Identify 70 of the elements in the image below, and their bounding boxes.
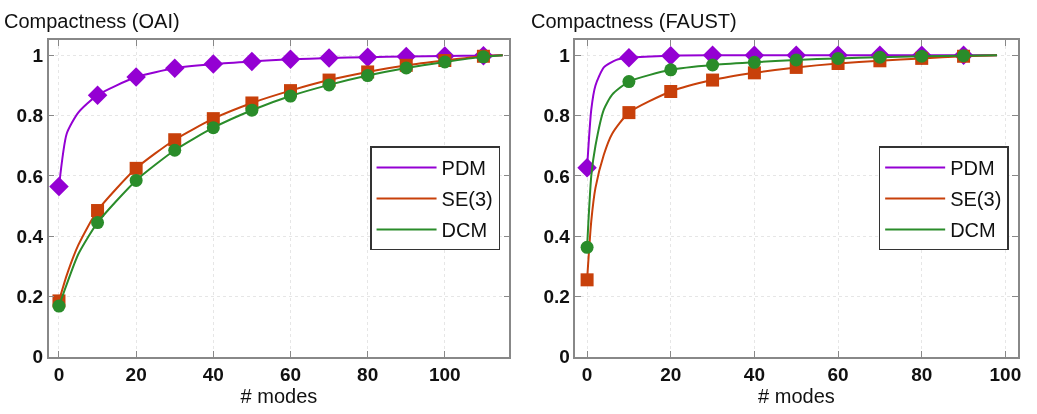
x-tick-label: 0: [53, 364, 65, 386]
point: [361, 69, 375, 83]
point: [622, 75, 636, 89]
point: [129, 161, 143, 175]
x-tick-label: 0: [581, 364, 593, 386]
point: [873, 50, 887, 64]
point: [706, 58, 720, 72]
y-tick-label: 0.8: [543, 105, 570, 127]
point: [580, 240, 594, 254]
point: [580, 273, 594, 287]
point: [322, 78, 336, 92]
legend-label: PDM: [950, 157, 995, 180]
point: [245, 103, 259, 117]
point: [664, 63, 678, 77]
x-tick-label: 60: [827, 364, 849, 386]
y-tick-label: 0: [32, 346, 43, 368]
point: [577, 158, 597, 178]
legend-label: SE(3): [950, 188, 1002, 211]
point: [664, 85, 678, 99]
point: [280, 49, 301, 70]
x-tick-label: 100: [989, 364, 1022, 386]
point: [706, 73, 720, 87]
legend-label: PDM: [441, 157, 487, 180]
point: [52, 299, 66, 313]
point: [126, 67, 146, 87]
x-axis-title: # modes: [240, 385, 318, 408]
x-axis-title: # modes: [758, 385, 835, 408]
x-tick-label: 80: [357, 364, 379, 386]
y-tick-label: 1: [32, 45, 44, 67]
legend-label: SE(3): [441, 188, 493, 211]
y-tick-label: 0.2: [543, 286, 570, 308]
y-tick-label: 0.6: [16, 165, 43, 187]
x-tick-label: 80: [911, 364, 933, 386]
point: [357, 47, 378, 67]
chart-title: Compactness (OAI): [4, 10, 180, 32]
x-tick-label: 20: [125, 364, 147, 386]
point: [87, 85, 108, 105]
point: [168, 143, 182, 157]
y-tick-label: 0.8: [16, 105, 43, 127]
point: [619, 48, 639, 68]
x-tick-label: 20: [660, 364, 682, 386]
point: [789, 53, 803, 67]
point: [164, 58, 185, 79]
point: [91, 204, 105, 218]
point: [168, 133, 182, 147]
x-tick-label: 40: [743, 364, 765, 386]
legend-label: DCM: [950, 219, 996, 242]
point: [49, 176, 69, 197]
point: [206, 121, 220, 135]
x-tick-label: 40: [202, 364, 224, 386]
y-tick-label: 0.2: [16, 286, 43, 308]
y-tick-label: 0.4: [16, 225, 44, 247]
point: [91, 216, 105, 230]
x-tick-label: 60: [279, 364, 302, 386]
x-tick-label: 100: [428, 364, 461, 386]
chart-title: Compactness (FAUST): [531, 10, 737, 32]
point: [622, 106, 636, 120]
point: [283, 89, 297, 103]
point: [831, 51, 845, 65]
point: [319, 48, 339, 68]
point: [661, 45, 681, 66]
point: [242, 51, 262, 72]
point: [129, 173, 143, 187]
legend-label: DCM: [441, 219, 488, 242]
point: [203, 54, 224, 74]
y-tick-label: 0.6: [543, 165, 570, 187]
y-tick-label: 0: [559, 346, 570, 368]
point: [747, 55, 761, 69]
y-tick-label: 1: [559, 45, 571, 67]
y-tick-label: 0.4: [543, 225, 571, 247]
